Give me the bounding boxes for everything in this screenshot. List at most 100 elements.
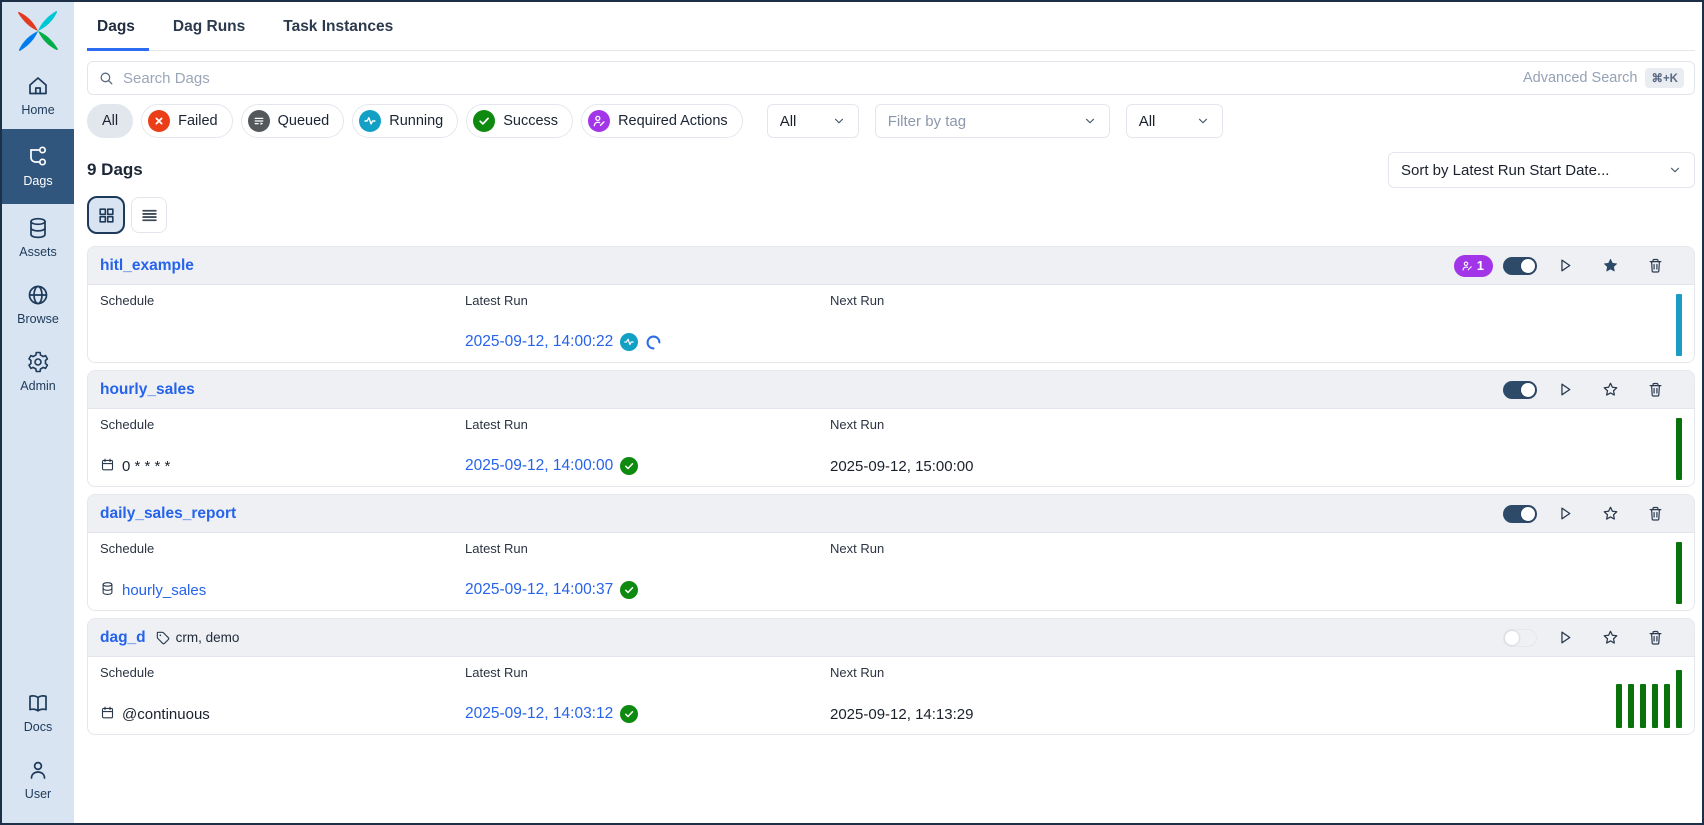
dag-card-body: Schedule Latest Run 2025-09-12, 14:00:22 bbox=[88, 285, 1694, 362]
dag-card-list: hitl_example 1 bbox=[87, 246, 1695, 735]
select-state[interactable]: All bbox=[766, 104, 859, 138]
filter-chip-success[interactable]: Success bbox=[466, 104, 574, 138]
delete-dag-button[interactable] bbox=[1633, 257, 1678, 274]
sidebar-item-home[interactable]: Home bbox=[2, 62, 74, 129]
play-icon bbox=[1557, 629, 1574, 646]
sidebar-item-user[interactable]: User bbox=[2, 746, 74, 813]
dag-card-hitl_example: hitl_example 1 bbox=[87, 246, 1695, 363]
next-run-column: Next Run 2025-09-12, 14:13:29 bbox=[830, 665, 1512, 726]
run-history-bars bbox=[1676, 542, 1682, 604]
run-bar[interactable] bbox=[1676, 542, 1682, 604]
main-content: Dags Dag Runs Task Instances Advanced Se… bbox=[74, 2, 1702, 823]
filter-chip-all[interactable]: All bbox=[87, 104, 134, 138]
run-bar[interactable] bbox=[1676, 294, 1682, 356]
sidebar-item-assets[interactable]: Assets bbox=[2, 204, 74, 271]
dag-pause-toggle[interactable] bbox=[1503, 504, 1537, 523]
select-tag[interactable]: Filter by tag bbox=[874, 104, 1110, 138]
sidebar-item-dags[interactable]: Dags bbox=[2, 129, 74, 204]
delete-dag-button[interactable] bbox=[1633, 381, 1678, 398]
dag-card-header: daily_sales_report bbox=[88, 495, 1694, 533]
next-run-label: Next Run bbox=[830, 665, 885, 680]
trash-icon bbox=[1647, 505, 1664, 522]
run-status-icon[interactable] bbox=[620, 705, 639, 723]
sidebar-item-docs[interactable]: Docs bbox=[2, 679, 74, 746]
sidebar-item-admin[interactable]: Admin bbox=[2, 338, 74, 405]
sidebar-item-browse[interactable]: Browse bbox=[2, 271, 74, 338]
dag-count-heading: 9 Dags bbox=[87, 160, 143, 179]
latest-run-column: Latest Run 2025-09-12, 14:00:00 bbox=[465, 417, 830, 478]
trash-icon bbox=[1647, 629, 1664, 646]
dag-pause-toggle[interactable] bbox=[1503, 380, 1537, 399]
airflow-logo-icon[interactable] bbox=[17, 10, 59, 52]
run-bar[interactable] bbox=[1616, 684, 1622, 728]
run-bar[interactable] bbox=[1676, 670, 1682, 728]
tab-dag-runs[interactable]: Dag Runs bbox=[172, 18, 246, 35]
play-icon bbox=[1557, 381, 1574, 398]
select-other[interactable]: All bbox=[1125, 104, 1223, 138]
filter-chip-required-actions[interactable]: Required Actions bbox=[581, 104, 743, 138]
dag-pause-toggle[interactable] bbox=[1503, 256, 1537, 275]
card-view-button[interactable] bbox=[87, 196, 125, 234]
gear-icon bbox=[26, 350, 50, 374]
run-status-icon[interactable] bbox=[620, 581, 639, 599]
run-bar[interactable] bbox=[1628, 684, 1634, 728]
schedule-column: Schedule hourly_sales bbox=[100, 541, 465, 602]
next-run-value: 2025-09-12, 14:13:29 bbox=[830, 705, 974, 723]
advanced-search-link[interactable]: Advanced Search bbox=[1523, 70, 1638, 86]
home-icon bbox=[26, 74, 50, 98]
required-actions-badge[interactable]: 1 bbox=[1453, 254, 1493, 277]
trigger-dag-button[interactable] bbox=[1543, 381, 1588, 398]
trigger-dag-button[interactable] bbox=[1543, 505, 1588, 522]
latest-run-link[interactable]: 2025-09-12, 14:00:00 bbox=[465, 457, 614, 474]
schedule-value: @continuous bbox=[122, 705, 210, 723]
play-icon bbox=[1557, 257, 1574, 274]
sidebar-item-label: User bbox=[24, 787, 52, 801]
latest-run-link[interactable]: 2025-09-12, 14:00:22 bbox=[465, 333, 614, 350]
filter-chip-queued[interactable]: Queued bbox=[240, 104, 345, 138]
list-header-row: 9 Dags Sort by Latest Run Start Date... bbox=[87, 152, 1695, 188]
favorite-dag-button[interactable] bbox=[1588, 505, 1633, 522]
dag-pause-toggle[interactable] bbox=[1503, 628, 1537, 647]
trash-icon bbox=[1647, 257, 1664, 274]
tab-task-instances[interactable]: Task Instances bbox=[283, 18, 394, 35]
delete-dag-button[interactable] bbox=[1633, 629, 1678, 646]
book-icon bbox=[26, 691, 50, 715]
run-bar[interactable] bbox=[1676, 418, 1682, 480]
filter-chip-failed[interactable]: Failed bbox=[141, 104, 233, 138]
latest-run-link[interactable]: 2025-09-12, 14:00:37 bbox=[465, 581, 614, 598]
filter-chip-label: All bbox=[102, 113, 119, 129]
run-status-icon[interactable] bbox=[620, 457, 639, 475]
dag-name-link[interactable]: hourly_sales bbox=[100, 380, 195, 398]
star-icon bbox=[1602, 505, 1619, 522]
run-bar[interactable] bbox=[1652, 684, 1658, 728]
star-icon bbox=[1602, 381, 1619, 398]
dag-card-header: hourly_sales bbox=[88, 371, 1694, 409]
dag-name-link[interactable]: hitl_example bbox=[100, 256, 194, 274]
favorite-dag-button[interactable] bbox=[1588, 257, 1633, 274]
filter-chip-label: Failed bbox=[178, 113, 218, 129]
filter-chip-label: Required Actions bbox=[618, 113, 728, 129]
run-bar[interactable] bbox=[1664, 684, 1670, 728]
search-input[interactable] bbox=[123, 69, 1515, 87]
trigger-dag-button[interactable] bbox=[1543, 629, 1588, 646]
search-icon bbox=[98, 70, 115, 87]
table-view-button[interactable] bbox=[131, 197, 167, 233]
latest-run-label: Latest Run bbox=[465, 293, 528, 308]
sort-select[interactable]: Sort by Latest Run Start Date... bbox=[1388, 152, 1695, 188]
list-icon bbox=[140, 206, 159, 225]
schedule-label: Schedule bbox=[100, 293, 155, 308]
trigger-dag-button[interactable] bbox=[1543, 257, 1588, 274]
dag-name-link[interactable]: dag_d bbox=[100, 628, 146, 646]
x-circle-icon bbox=[148, 110, 171, 132]
chevron-down-icon bbox=[1083, 114, 1097, 128]
favorite-dag-button[interactable] bbox=[1588, 381, 1633, 398]
tab-dags[interactable]: Dags bbox=[87, 14, 149, 51]
run-bar[interactable] bbox=[1640, 684, 1646, 728]
delete-dag-button[interactable] bbox=[1633, 505, 1678, 522]
favorite-dag-button[interactable] bbox=[1588, 629, 1633, 646]
sort-select-value: Sort by Latest Run Start Date... bbox=[1401, 161, 1610, 179]
latest-run-link[interactable]: 2025-09-12, 14:03:12 bbox=[465, 705, 614, 722]
dag-name-link[interactable]: daily_sales_report bbox=[100, 504, 237, 522]
filter-chip-running[interactable]: Running bbox=[352, 104, 459, 138]
run-status-icon[interactable] bbox=[620, 333, 639, 351]
